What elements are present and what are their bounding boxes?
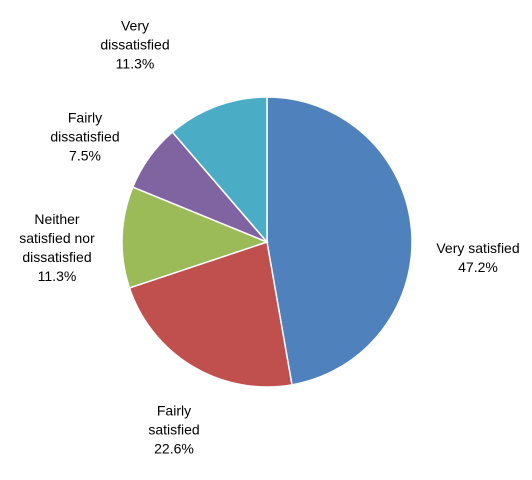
pie-slice <box>121 186 270 289</box>
slice-label: Fairly satisfied 22.6% <box>132 402 216 459</box>
pie-slice <box>266 96 413 386</box>
slice-label: Very dissatisfied 11.3% <box>93 17 177 74</box>
category-label: Fairly dissatisfied <box>50 109 120 145</box>
pie-slice <box>171 96 268 245</box>
category-label: Very dissatisfied <box>100 17 170 53</box>
value-label: 47.2% <box>458 259 498 275</box>
slice-label: Neither satisfied nor dissatisfied 11.3% <box>15 210 99 286</box>
slice-label: Very satisfied 47.2% <box>436 239 520 277</box>
category-label: Very satisfied <box>436 240 520 256</box>
value-label: 11.3% <box>115 55 155 72</box>
value-label: 7.5% <box>69 147 101 164</box>
category-label: Neither satisfied nor dissatisfied <box>19 211 95 265</box>
category-label: Fairly satisfied <box>148 402 200 438</box>
pie-slice <box>128 241 293 388</box>
slice-label: Fairly dissatisfied 7.5% <box>43 109 127 166</box>
value-label: 22.6% <box>154 440 194 457</box>
value-label: 11.3% <box>37 268 77 284</box>
